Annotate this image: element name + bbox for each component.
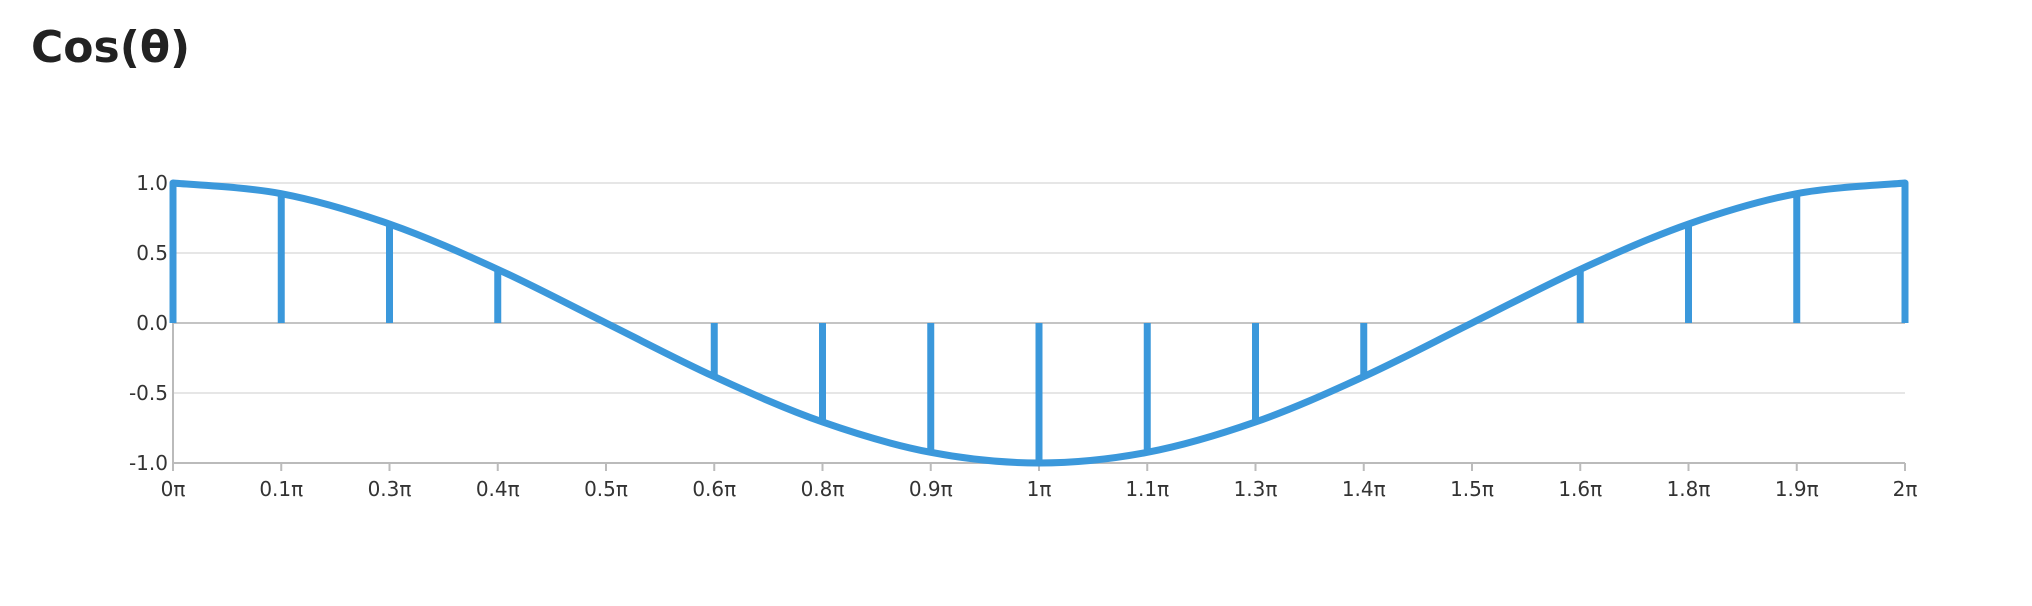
x-tick-labels: 0π 0.1π 0.3π 0.4π 0.5π 0.6π 0.8π 0.9π 1π 1.1π 1.3π… [161,477,1918,501]
x-tick-label: 0.4π [476,477,520,501]
x-tick-label: 0.8π [801,477,845,501]
x-tick-label: 1.8π [1667,477,1711,501]
y-tick-label: 0.0 [136,311,168,335]
x-tick-label: 1.1π [1125,477,1169,501]
x-tick-label: 2π [1893,477,1918,501]
x-tick-label: 1.6π [1558,477,1602,501]
y-tick-label: -1.0 [129,451,168,475]
x-tick-label: 0.1π [259,477,303,501]
x-tick-label: 0.3π [368,477,412,501]
x-tick-label: 0.9π [909,477,953,501]
curve-layer [169,179,1909,467]
y-tick-labels: 1.0 0.5 0.0 -0.5 -1.0 [129,171,168,475]
x-tick-label: 0π [161,477,186,501]
stem-lines [169,183,1909,463]
chart-title: Cos(θ) [31,22,191,73]
x-tick-label: 1.9π [1775,477,1819,501]
y-tick-label: 1.0 [136,171,168,195]
x-tick-label: 1π [1027,477,1052,501]
x-tick-label: 1.3π [1234,477,1278,501]
x-tick-label: 1.5π [1450,477,1494,501]
y-tick-label: 0.5 [136,241,168,265]
y-tick-label: -0.5 [129,381,168,405]
x-tick-label: 0.6π [692,477,736,501]
x-tick-label: 1.4π [1342,477,1386,501]
series-line [169,179,1909,467]
x-tick-label: 0.5π [584,477,628,501]
